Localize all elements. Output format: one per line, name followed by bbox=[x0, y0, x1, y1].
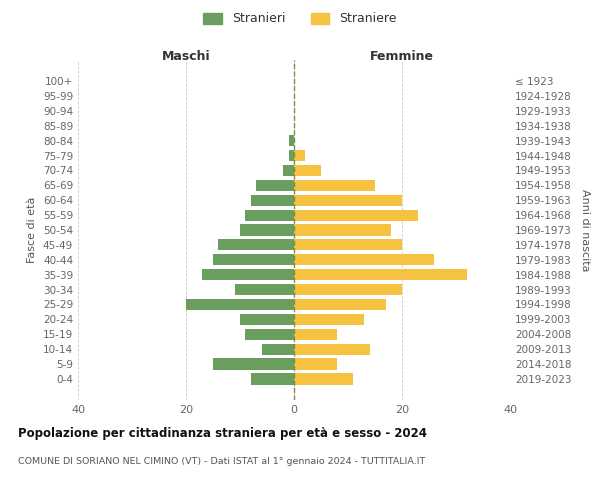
Bar bbox=[251, 374, 294, 384]
Bar bbox=[262, 344, 294, 355]
Bar bbox=[256, 180, 294, 191]
Y-axis label: Fasce di età: Fasce di età bbox=[28, 197, 37, 263]
Bar bbox=[235, 284, 294, 295]
Y-axis label: Anni di nascita: Anni di nascita bbox=[580, 188, 590, 271]
Bar bbox=[294, 194, 402, 206]
Bar bbox=[294, 165, 321, 176]
Bar bbox=[218, 240, 294, 250]
Text: Femmine: Femmine bbox=[370, 50, 434, 63]
Bar bbox=[213, 358, 294, 370]
Bar bbox=[245, 210, 294, 220]
Bar bbox=[294, 254, 434, 266]
Bar bbox=[245, 328, 294, 340]
Bar bbox=[289, 150, 294, 161]
Bar bbox=[289, 135, 294, 146]
Bar bbox=[294, 299, 386, 310]
Text: Maschi: Maschi bbox=[161, 50, 211, 63]
Bar bbox=[294, 180, 375, 191]
Bar bbox=[294, 358, 337, 370]
Bar bbox=[251, 194, 294, 206]
Bar bbox=[294, 269, 467, 280]
Bar bbox=[240, 224, 294, 235]
Bar bbox=[294, 150, 305, 161]
Bar bbox=[213, 254, 294, 266]
Bar bbox=[294, 284, 402, 295]
Bar bbox=[294, 240, 402, 250]
Bar bbox=[283, 165, 294, 176]
Bar bbox=[202, 269, 294, 280]
Bar bbox=[294, 344, 370, 355]
Legend: Stranieri, Straniere: Stranieri, Straniere bbox=[199, 8, 401, 29]
Bar bbox=[294, 374, 353, 384]
Text: Popolazione per cittadinanza straniera per età e sesso - 2024: Popolazione per cittadinanza straniera p… bbox=[18, 428, 427, 440]
Bar bbox=[294, 328, 337, 340]
Bar bbox=[186, 299, 294, 310]
Bar bbox=[294, 224, 391, 235]
Bar bbox=[240, 314, 294, 325]
Text: COMUNE DI SORIANO NEL CIMINO (VT) - Dati ISTAT al 1° gennaio 2024 - TUTTITALIA.I: COMUNE DI SORIANO NEL CIMINO (VT) - Dati… bbox=[18, 458, 425, 466]
Bar bbox=[294, 210, 418, 220]
Bar bbox=[294, 314, 364, 325]
